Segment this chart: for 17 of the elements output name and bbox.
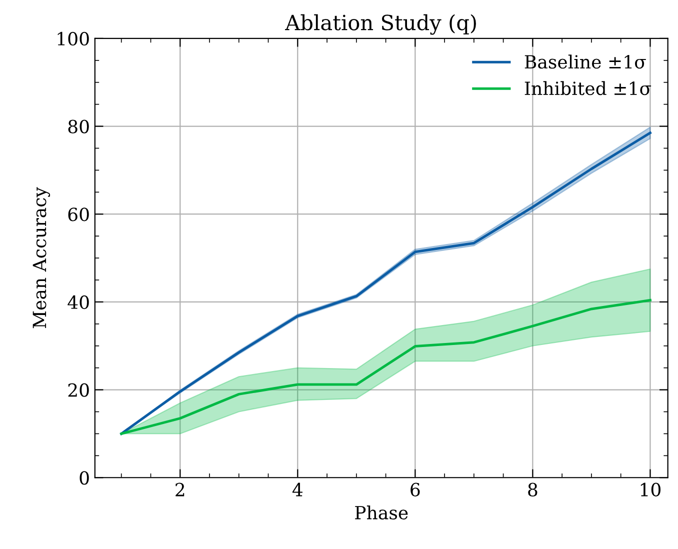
x-tick-label: 2 [176,482,184,496]
x-tick-label: 6 [410,482,420,496]
chart-title: Ablation Study (q) [285,14,476,35]
y-tick-label: 100 [58,32,89,46]
line-series [120,298,652,435]
y-tick-label: 40 [68,295,89,310]
x-tick-label: 10 [640,482,660,496]
x-tick-label: 4 [292,482,302,496]
y-axis-title: Mean Accuracy [32,187,50,328]
y-tick-label: 20 [68,383,89,397]
legend-label: Baseline ±1σ [524,54,646,69]
y-tick-label: 60 [68,208,89,222]
y-tick-label: 80 [68,120,89,134]
y-tick-label: 0 [80,471,89,485]
legend-label: Inhibited ±1σ [524,81,652,96]
x-axis-title: Phase [355,506,408,520]
x-tick-label: 8 [528,482,538,496]
